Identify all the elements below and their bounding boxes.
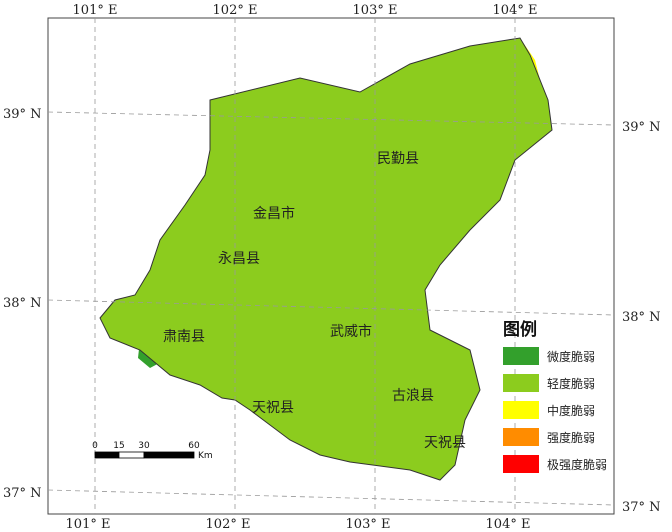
y-ticks-left: 39° N 38° N 37° N [3,107,42,501]
scale-bar-segment-1 [94,451,120,459]
scale-bar-segment-3 [143,451,195,459]
county-label-sunan: 肃南县 [163,329,205,345]
graticule [47,18,615,514]
county-label-jinchang: 金昌市 [253,205,295,222]
county-label-minqin: 民勤县 [377,151,419,167]
parallel-38 [47,299,615,316]
y-tick-right: 38° N [622,310,661,325]
parallel-37 [47,489,615,506]
parallel-39 [47,111,615,126]
y-tick-right: 39° N [622,120,661,135]
x-tick-top: 101° E [73,3,118,18]
legend-label: 极强度脆弱 [547,457,607,472]
x-ticks-top: 101° E 102° E 103° E 104° E [73,3,538,18]
scale-bar-segment-2 [118,451,145,459]
x-tick-top: 104° E [493,3,538,18]
county-label-yongchang: 永昌县 [218,251,260,267]
legend-label: 轻度脆弱 [547,376,595,391]
x-tick-bottom: 102° E [206,517,251,532]
y-tick-right: 37° N [622,500,661,515]
scale-tick-0: 0 [92,441,98,451]
y-tick-left: 39° N [3,107,42,122]
legend-label: 微度脆弱 [547,349,595,364]
x-tick-bottom: 101° E [66,517,111,532]
county-labels: 民勤县 金昌市 永昌县 肃南县 武威市 古浪县 天祝县 天祝县 [163,151,466,451]
x-tick-bottom: 103° E [346,517,391,532]
legend-swatch [503,428,539,446]
y-ticks-right: 39° N 38° N 37° N [622,120,661,515]
legend-swatch [503,374,539,392]
x-tick-bottom: 104° E [486,517,531,532]
county-label-wuwei: 武威市 [330,323,372,340]
x-ticks-bottom: 101° E 102° E 103° E 104° E [66,517,531,532]
legend-swatch [503,401,539,419]
scale-tick-15: 15 [113,441,124,451]
x-tick-top: 103° E [353,3,398,18]
county-label-gulang: 古浪县 [392,388,434,404]
y-tick-left: 38° N [3,296,42,311]
legend-label: 中度脆弱 [547,403,595,418]
legend-swatch [503,347,539,365]
scale-bar: 0 15 30 60 Km [92,441,213,461]
county-label-tianzhu-2: 天祝县 [424,435,466,451]
scale-tick-30: 30 [138,441,150,451]
scale-tick-60: 60 [188,441,200,451]
legend-title: 图例 [503,319,537,340]
y-tick-left: 37° N [3,486,42,501]
scale-unit: Km [198,451,213,461]
legend-label: 强度脆弱 [547,430,595,445]
x-tick-top: 102° E [213,3,258,18]
county-label-tianzhu-1: 天祝县 [252,400,294,416]
legend-swatch [503,455,539,473]
